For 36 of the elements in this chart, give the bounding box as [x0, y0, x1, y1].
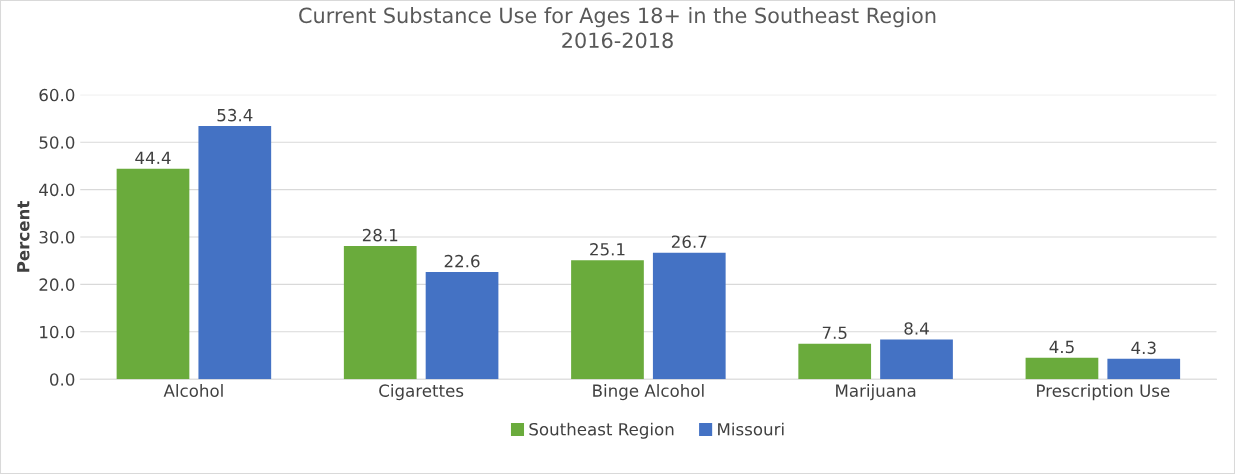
x-tick-label: Alcohol: [163, 384, 223, 397]
y-tick-label: 0.0: [50, 373, 75, 386]
bar: [1107, 358, 1181, 380]
bar: [343, 246, 417, 380]
y-tick-label: 20.0: [39, 278, 75, 291]
bar: [116, 168, 190, 380]
y-tick-label: 60.0: [39, 88, 75, 102]
data-label: 4.3: [1131, 341, 1156, 355]
x-tick-label: Prescription Use: [1037, 384, 1170, 401]
data-label: 44.4: [135, 151, 171, 164]
legend-label: Southeast Region: [529, 422, 674, 439]
bar: [571, 260, 644, 380]
y-tick-label: 10.0: [40, 325, 75, 339]
y-tick-label: 40.0: [39, 183, 75, 197]
data-label: 7.5: [822, 326, 847, 340]
bar: [880, 339, 953, 380]
data-label: 8.4: [904, 322, 929, 335]
data-label: 22.6: [444, 254, 480, 268]
y-axis-title: Percent: [17, 201, 30, 272]
bar: [1025, 357, 1099, 380]
data-label: 25.1: [590, 243, 625, 256]
bar: [652, 252, 726, 380]
data-label: 4.5: [1049, 340, 1074, 354]
x-tick-label: Marijuana: [836, 384, 916, 401]
y-tick-label: 50.0: [39, 136, 75, 149]
bar: [198, 126, 272, 380]
x-tick-label: Binge Alcohol: [593, 384, 704, 401]
y-tick-label: 30.0: [39, 230, 75, 244]
data-label: 28.1: [362, 228, 398, 242]
x-tick-label: Cigarettes: [379, 384, 464, 401]
data-label: 26.7: [671, 235, 707, 249]
bar: [798, 343, 872, 380]
chart-title: Current Substance Use for Ages 18+ in the Southeast Region 2016-2018: [299, 7, 936, 49]
legend-label: Missouri: [718, 422, 784, 436]
data-label: 53.4: [217, 108, 253, 122]
bar: [425, 272, 499, 380]
